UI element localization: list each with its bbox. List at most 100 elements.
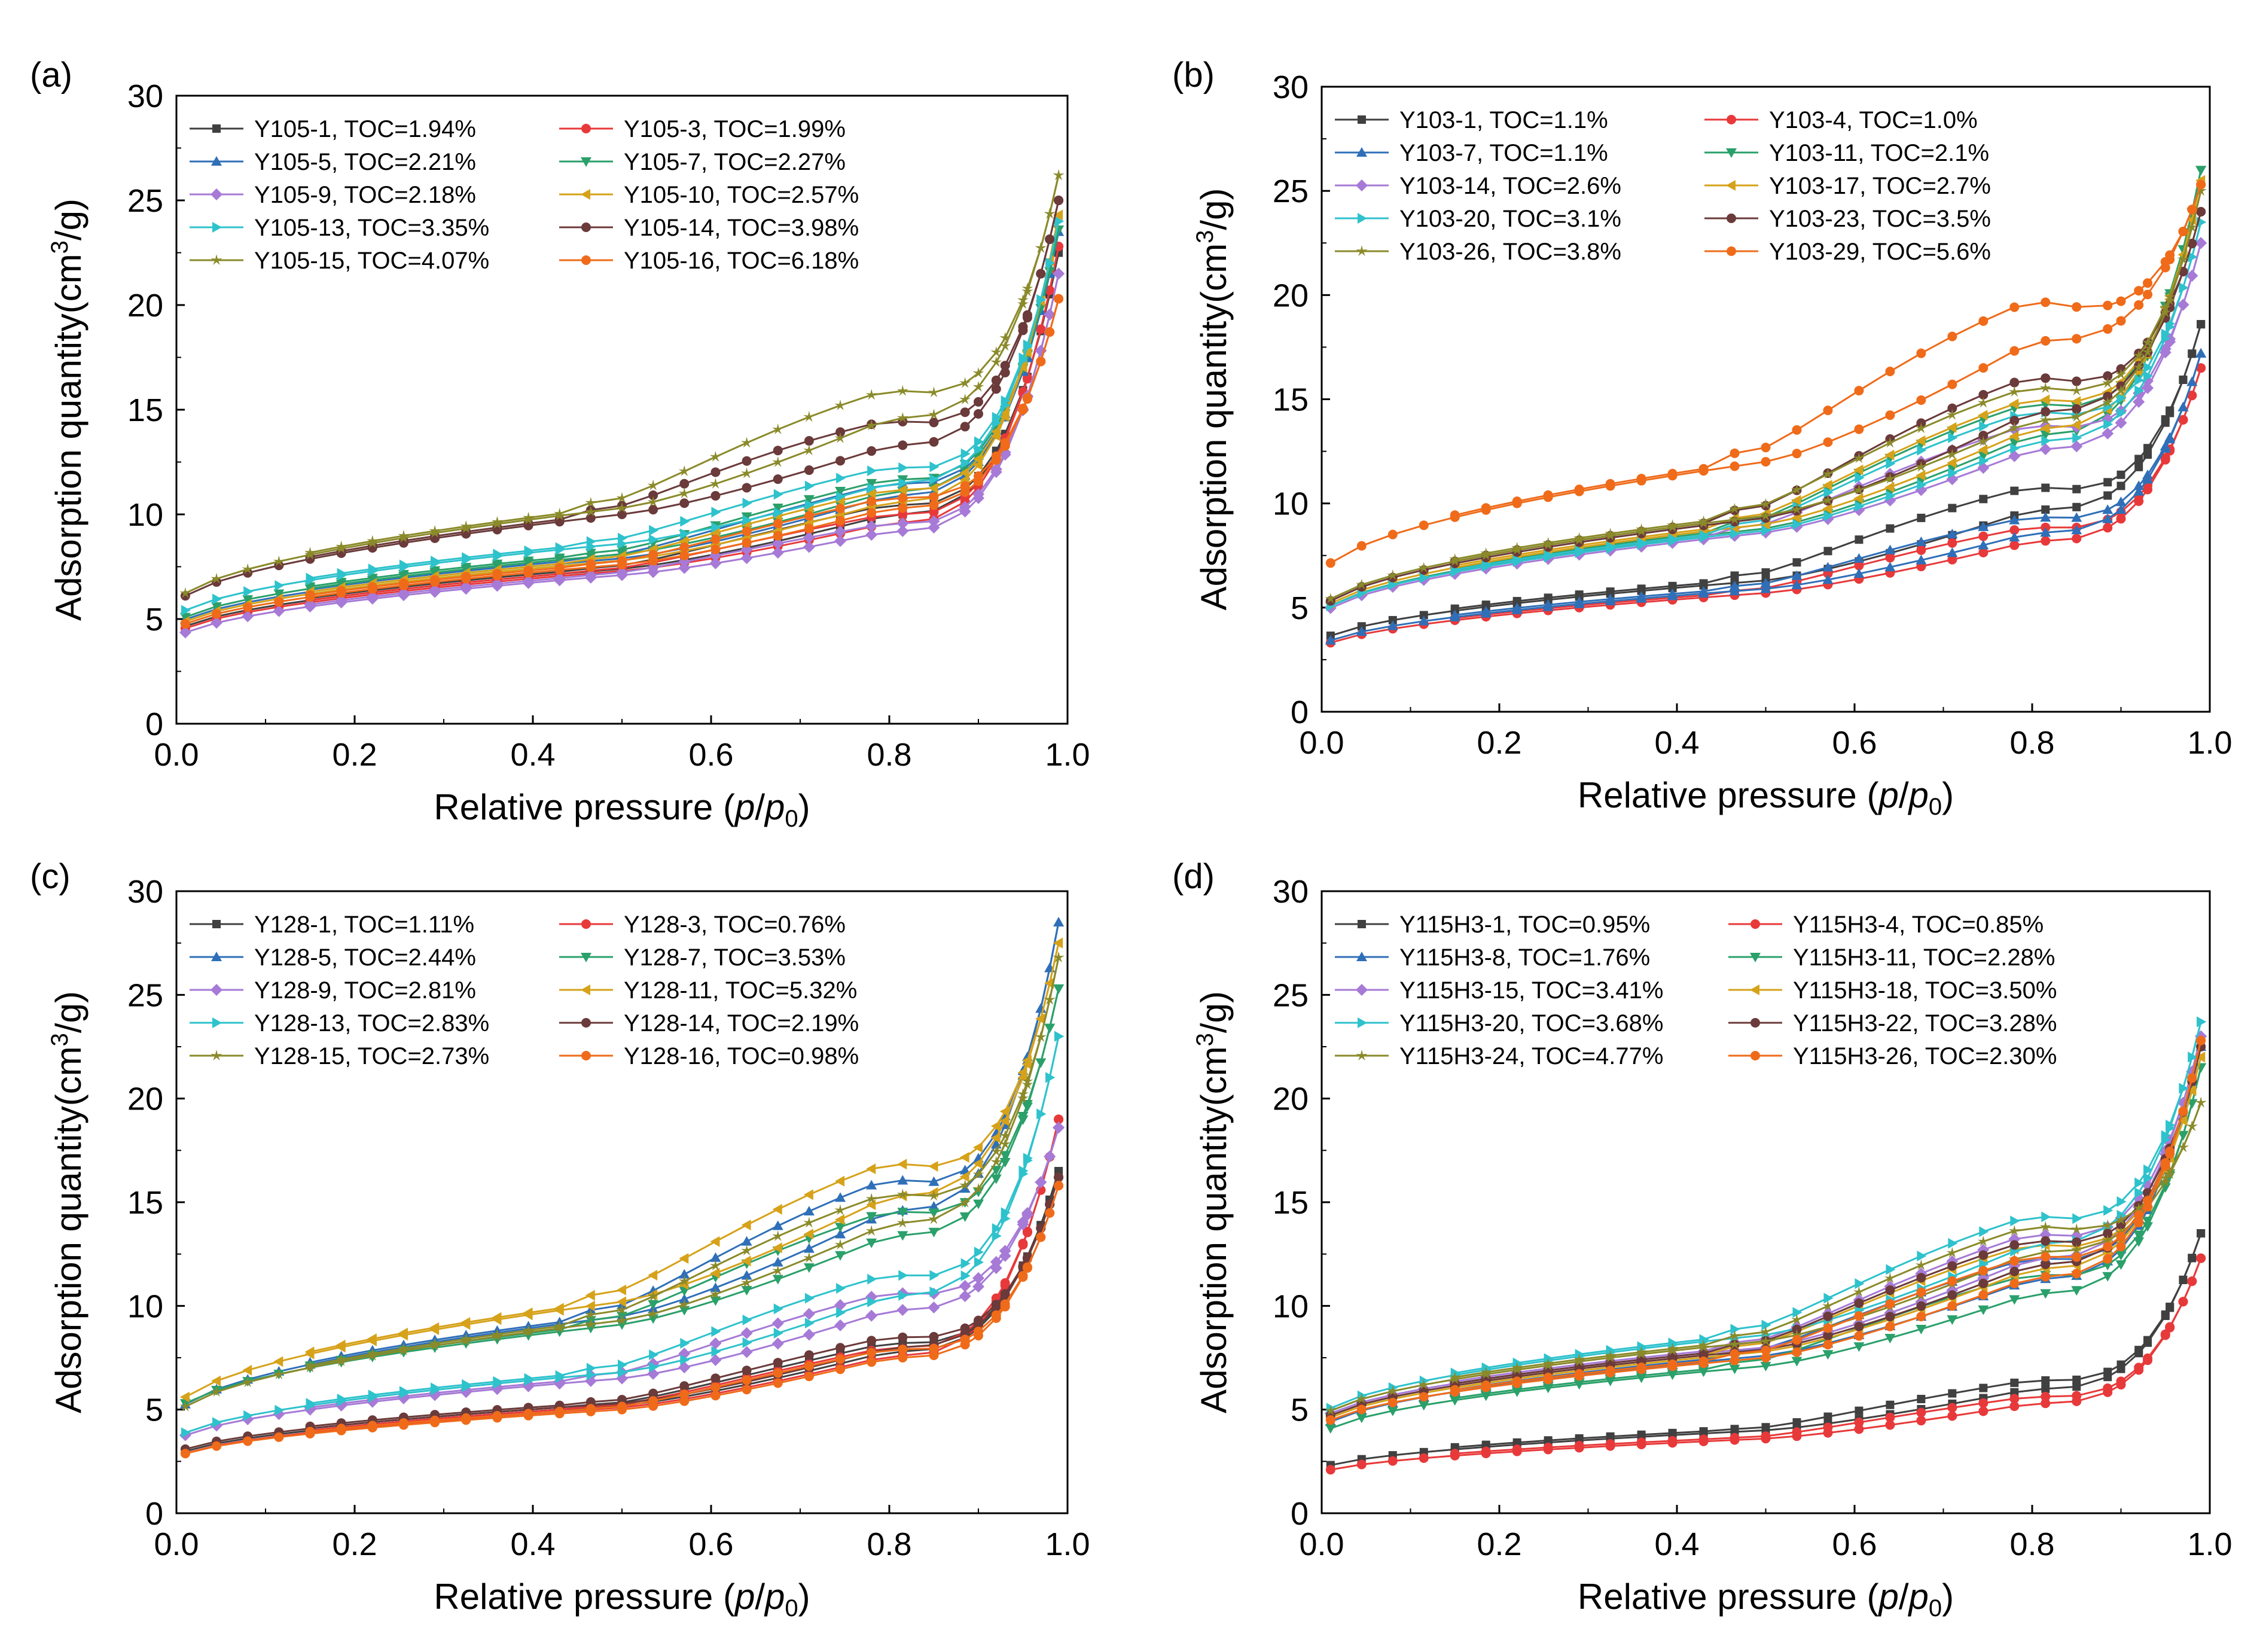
data-point [1021, 1075, 1033, 1087]
data-point [2103, 478, 2112, 487]
data-point [1000, 367, 1010, 377]
data-point [243, 1410, 254, 1421]
legend-swatch-marker [581, 1018, 591, 1028]
data-point [616, 502, 628, 513]
data-point [243, 602, 253, 612]
data-point [585, 1397, 596, 1407]
data-point [2115, 416, 2127, 429]
data-point [647, 496, 659, 507]
data-point [1978, 410, 1988, 421]
legend-item: Y115H3-22, TOC=3.28% [1728, 1010, 2057, 1037]
data-point [836, 491, 846, 502]
data-point [680, 1337, 690, 1349]
data-point [835, 1343, 846, 1353]
legend-swatch-marker [1356, 984, 1368, 996]
data-point [835, 1175, 845, 1187]
data-point [773, 1368, 783, 1378]
data-point [2103, 1383, 2113, 1393]
data-point [2116, 481, 2125, 490]
series-7 [1326, 1016, 2207, 1414]
data-point [2071, 525, 2082, 535]
data-point [834, 1239, 846, 1250]
data-point [1978, 1278, 1989, 1288]
data-point [928, 1201, 940, 1211]
series-9 [1325, 185, 2207, 604]
data-point [2197, 1229, 2206, 1238]
data-point [742, 498, 752, 509]
data-point [2103, 1205, 2113, 1216]
data-point [1387, 569, 1399, 581]
data-point [617, 1320, 627, 1330]
data-point [1855, 535, 1864, 544]
data-point [974, 409, 983, 419]
data-point [835, 1214, 845, 1226]
data-point [1978, 547, 1989, 557]
data-point [2115, 496, 2127, 507]
legend-label: Y103-17, TOC=2.7% [1769, 173, 1991, 199]
data-point [1511, 1361, 1523, 1373]
data-point [1021, 285, 1033, 297]
data-point [2116, 1360, 2125, 1369]
data-point [1419, 1453, 1429, 1463]
data-point [2142, 382, 2154, 394]
data-point [1419, 520, 1429, 531]
data-point [2116, 1209, 2127, 1221]
data-point [2041, 483, 2050, 492]
legend-label: Y128-11, TOC=5.32% [624, 977, 857, 1004]
data-point [275, 580, 285, 591]
data-point [679, 1396, 690, 1406]
data-point [2143, 1164, 2154, 1175]
data-point [1822, 1300, 1834, 1311]
data-point [1792, 1347, 1802, 1357]
legend-swatch-marker [212, 1017, 222, 1028]
data-point [803, 1263, 815, 1273]
data-point [804, 511, 814, 521]
data-point [1792, 1427, 1802, 1437]
data-point [1054, 1114, 1064, 1124]
data-point [835, 516, 846, 526]
data-point [1419, 1392, 1429, 1402]
panel-b: (b)0.0 0.2 0.4 0.6 0.8 1.0051015202530Relativ… [1172, 56, 2233, 820]
legend-swatch-marker [1750, 1018, 1760, 1028]
data-point [524, 545, 534, 556]
data-point [2197, 1016, 2207, 1028]
data-point [1823, 547, 1832, 556]
legend-item: Y105-14, TOC=3.98% [559, 215, 859, 241]
data-point [524, 1373, 534, 1384]
data-point [709, 1354, 722, 1366]
legend-label: Y105-14, TOC=3.98% [624, 215, 859, 241]
x-tick-label: 0.0 [1299, 725, 1344, 761]
data-point [959, 1183, 971, 1193]
data-point [679, 1293, 690, 1303]
data-point [1022, 393, 1032, 403]
data-point [211, 617, 223, 629]
data-point [1978, 363, 1989, 373]
desorption-line [1454, 1233, 2202, 1449]
data-point [1045, 234, 1055, 245]
data-point [397, 587, 410, 599]
data-point [1979, 455, 1989, 467]
data-point [1823, 1311, 1833, 1321]
data-point [804, 480, 815, 492]
data-point [836, 1283, 846, 1294]
data-point [2178, 226, 2188, 236]
data-point [1916, 1416, 1926, 1426]
data-point [1573, 1353, 1585, 1364]
y-tick-label: 0 [145, 1496, 163, 1532]
data-point [1636, 1371, 1647, 1381]
legend-swatch-marker [212, 124, 221, 133]
data-point [2134, 385, 2145, 397]
series-5 [179, 1121, 1065, 1441]
adsorption-line [1330, 1067, 2202, 1430]
x-tick-label: 0.8 [2009, 725, 2054, 761]
data-point [1979, 420, 1989, 432]
data-point [741, 512, 752, 522]
data-point [585, 1300, 595, 1312]
data-point [1419, 611, 1428, 620]
data-point [1946, 449, 1958, 460]
data-point [2164, 294, 2176, 306]
desorption-line [310, 221, 1060, 580]
desorption-line [1454, 184, 2202, 516]
legend: Y103-1, TOC=1.1% Y103-4, TOC=1.0% Y103-7, … [1335, 107, 1991, 265]
data-point [1792, 1307, 1803, 1318]
